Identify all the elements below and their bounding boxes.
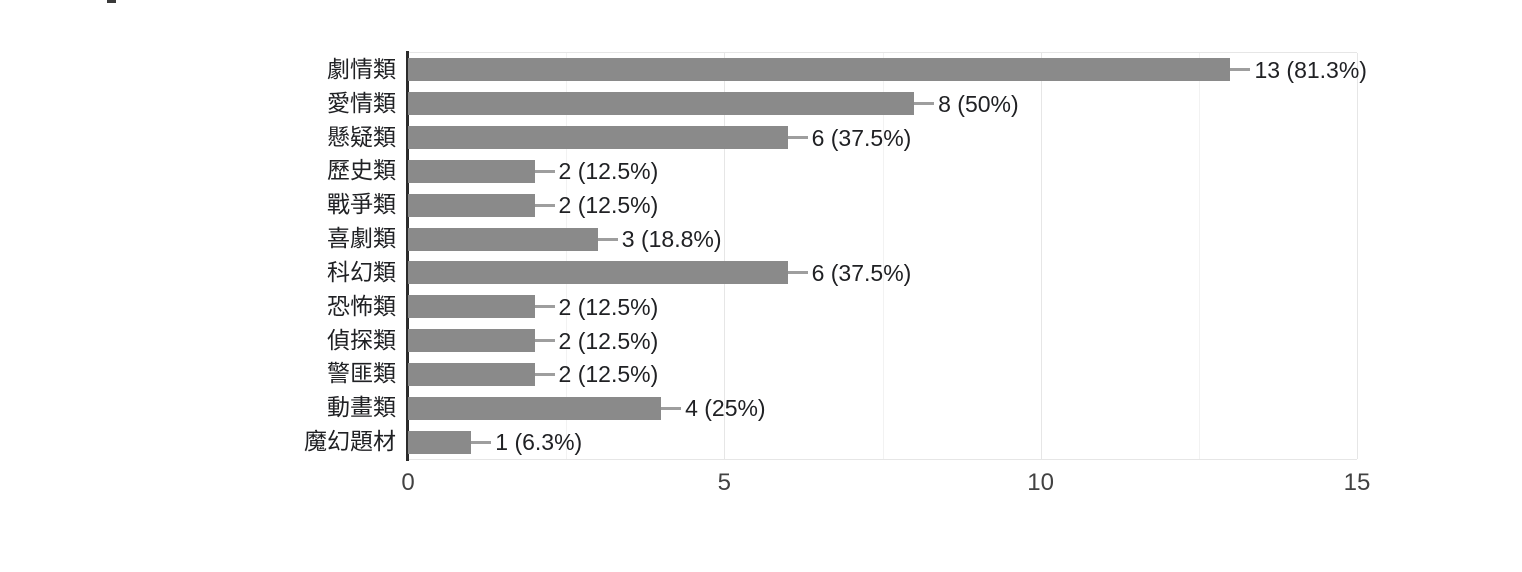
x-axis-ticks: 0 5 10 15 (0, 468, 1522, 502)
value-connector-line (661, 406, 682, 410)
value-label: 8 (50%) (938, 90, 1019, 117)
value-connector-line (471, 440, 492, 444)
value-connector-line (787, 136, 808, 140)
category-label: 喜劇類 (327, 225, 396, 252)
category-label: 戰爭類 (327, 191, 396, 218)
x-tick-label: 15 (1343, 469, 1371, 496)
value-connector-line (534, 203, 555, 207)
value-connector-line (534, 305, 555, 309)
y-axis-line (406, 51, 409, 461)
bar (408, 261, 788, 285)
bar (408, 193, 535, 217)
value-connector-line (534, 372, 555, 376)
value-label: 3 (18.8%) (621, 226, 722, 253)
plot-area: 13 (81.3%) 8 (50%) 6 (37.5%) 2 (12.5%) 2 (12… (406, 51, 1367, 461)
bar (408, 329, 535, 353)
value-connector-line (597, 237, 618, 241)
category-label: 魔幻題材 (304, 428, 396, 455)
x-tick-label: 10 (1027, 469, 1055, 496)
value-label: 2 (12.5%) (558, 327, 659, 354)
value-label: 1 (6.3%) (495, 429, 583, 456)
bar (408, 159, 535, 183)
bar (408, 430, 472, 454)
category-label: 警匪類 (327, 360, 396, 387)
bar (408, 58, 1231, 82)
minor-gridline (566, 53, 568, 459)
value-connector-line (914, 102, 935, 106)
bar (408, 126, 788, 150)
category-label: 科幻類 (327, 258, 396, 285)
value-connector-line (534, 339, 555, 343)
category-label: 恐怖類 (327, 292, 396, 319)
value-connector-line (787, 271, 808, 275)
value-label: 6 (37.5%) (811, 124, 912, 151)
value-label: 4 (25%) (685, 395, 766, 422)
category-label: 劇情類 (327, 55, 396, 82)
value-label: 13 (81.3%) (1254, 56, 1367, 83)
value-connector-line (1230, 68, 1251, 72)
major-gridline (1040, 53, 1042, 459)
value-connector-line (534, 169, 555, 173)
bar (408, 227, 598, 251)
value-label: 2 (12.5%) (558, 361, 659, 388)
minor-gridline (882, 53, 884, 459)
category-label: 動畫類 (327, 394, 396, 421)
bar (408, 92, 915, 116)
value-label: 2 (12.5%) (558, 192, 659, 219)
x-tick-label: 5 (717, 469, 732, 496)
major-gridline (1357, 53, 1358, 459)
category-label: 愛情類 (327, 89, 396, 116)
value-label: 6 (37.5%) (811, 259, 912, 286)
bar (408, 396, 662, 420)
cropped-title-artifact (107, 0, 116, 3)
bar (408, 295, 535, 319)
major-gridline (724, 53, 726, 459)
category-label: 偵探類 (327, 326, 396, 353)
value-label: 2 (12.5%) (558, 293, 659, 320)
bar (408, 362, 535, 386)
x-tick-label: 0 (401, 469, 415, 496)
category-label: 懸疑類 (327, 123, 396, 150)
value-label: 2 (12.5%) (558, 158, 659, 185)
category-labels: 劇情類愛情類懸疑類歷史類戰爭類喜劇類科幻類恐怖類偵探類警匪類動畫類魔幻題材 (0, 52, 396, 458)
category-label: 歷史類 (327, 157, 396, 184)
minor-gridline (1198, 53, 1200, 459)
